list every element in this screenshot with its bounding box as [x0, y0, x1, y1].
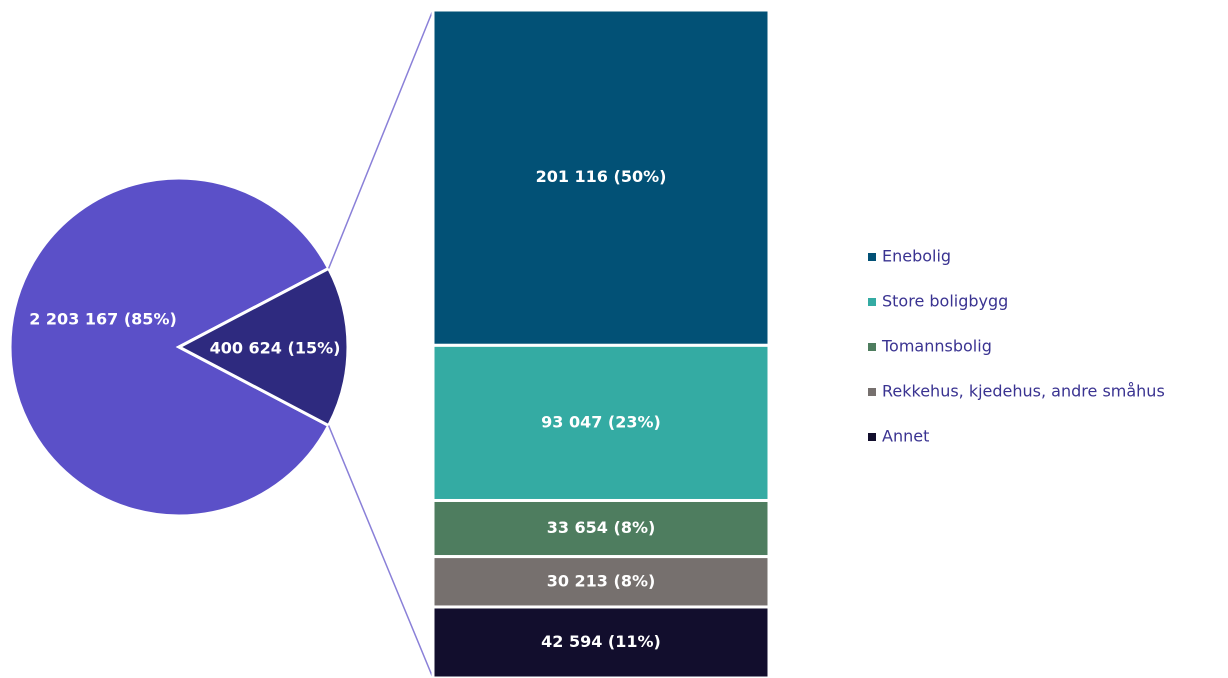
legend-label: Store boligbygg: [882, 292, 1008, 311]
bar-segment: [431, 605, 771, 678]
legend-label: Enebolig: [882, 247, 951, 266]
pie-label: 2 203 167 (85%): [29, 310, 177, 329]
bar-segment: [431, 8, 771, 347]
connector-line: [327, 9, 434, 269]
pie-label: 400 624 (15%): [210, 339, 341, 358]
bar-label: 201 116 (50%): [536, 167, 667, 186]
pie-slice: [8, 176, 331, 518]
bar-label: 93 047 (23%): [541, 412, 661, 431]
legend-label: Annet: [882, 427, 929, 446]
legend-marker: [868, 298, 876, 306]
bar-label: 33 654 (8%): [547, 518, 656, 537]
pie-slice: [175, 266, 350, 428]
legend-marker: [868, 253, 876, 261]
bar-label: 42 594 (11%): [541, 632, 661, 651]
bar-segment: [431, 343, 771, 502]
legend-marker: [868, 388, 876, 396]
legend-marker: [868, 433, 876, 441]
bar-label: 30 213 (8%): [547, 571, 656, 590]
connector-line: [327, 425, 434, 678]
legend-label: Rekkehus, kjedehus, andre småhus: [882, 382, 1165, 401]
legend-marker: [868, 343, 876, 351]
legend-label: Tomannsbolig: [881, 337, 992, 356]
